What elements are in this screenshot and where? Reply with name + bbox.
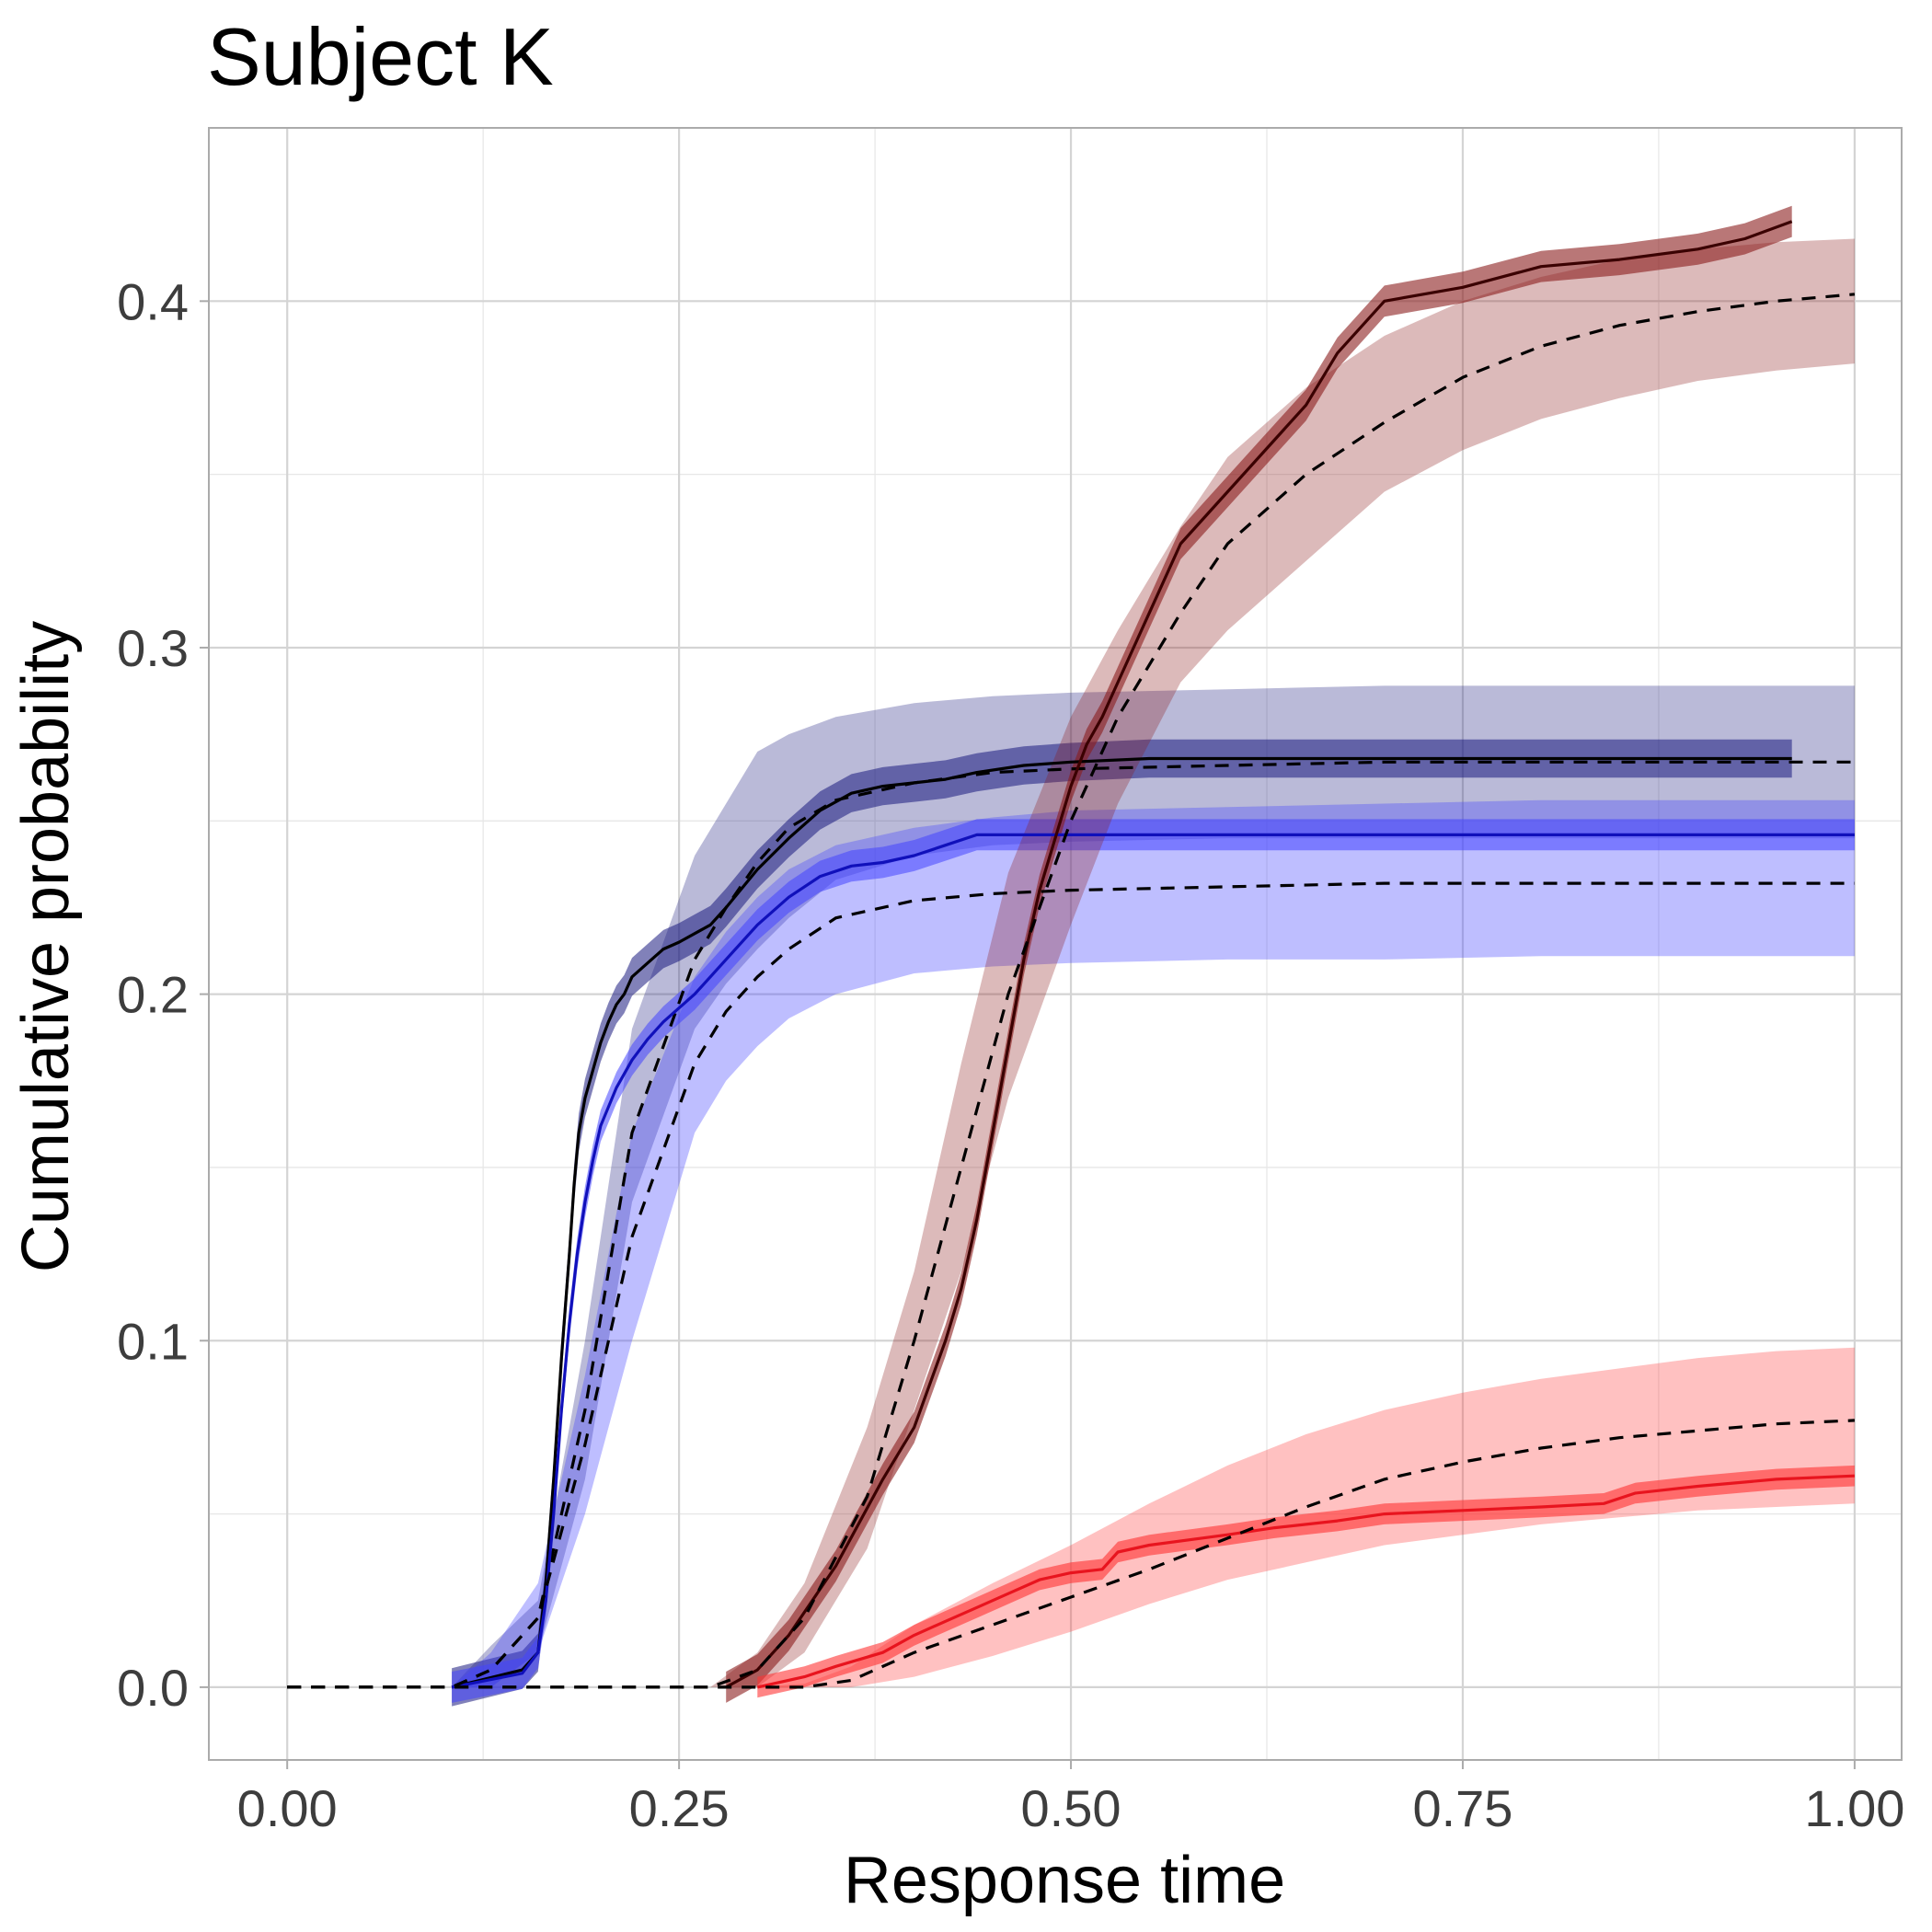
x-tick-label: 0.25 [629,1779,730,1837]
observed-cdf-line [725,220,1793,1689]
model-interval-band [287,685,1855,1687]
observed-cdf-line [451,833,1855,1689]
model-prediction-line [287,1419,1855,1689]
model-prediction-line [287,293,1856,1689]
confidence-bands [287,205,1855,1707]
y-tick-label: 0.1 [117,1312,189,1370]
grid [209,128,1902,1760]
series-lines [287,220,1856,1689]
x-tick-label: 0.00 [237,1779,338,1837]
y-tick-label: 0.4 [117,272,189,330]
plot-panel-border [208,127,1903,1761]
model-prediction-line [287,881,1855,1689]
observed-cdf-line [756,1474,1855,1689]
y-tick-label: 0.3 [117,619,189,677]
y-axis-label: Cumulative probability [9,621,83,1272]
x-tick-label: 0.50 [1021,1779,1121,1837]
observed-interval-band [757,1465,1855,1698]
x-tick-label: 0.75 [1412,1779,1512,1837]
model-interval-band [287,799,1855,1687]
axis-ticks: 0.00 0.25 0.50 0.75 1.00 0.0 0.1 0.2 0.3 0.4 [117,272,1904,1837]
y-tick-label: 0.0 [117,1659,189,1717]
chart-title: Subject K [207,11,554,102]
observed-cdf-line [451,756,1792,1689]
x-tick-label: 1.00 [1804,1779,1904,1837]
model-interval-band [287,1347,1855,1687]
x-axis-label: Response time [844,1844,1285,1917]
y-tick-label: 0.2 [117,966,189,1024]
